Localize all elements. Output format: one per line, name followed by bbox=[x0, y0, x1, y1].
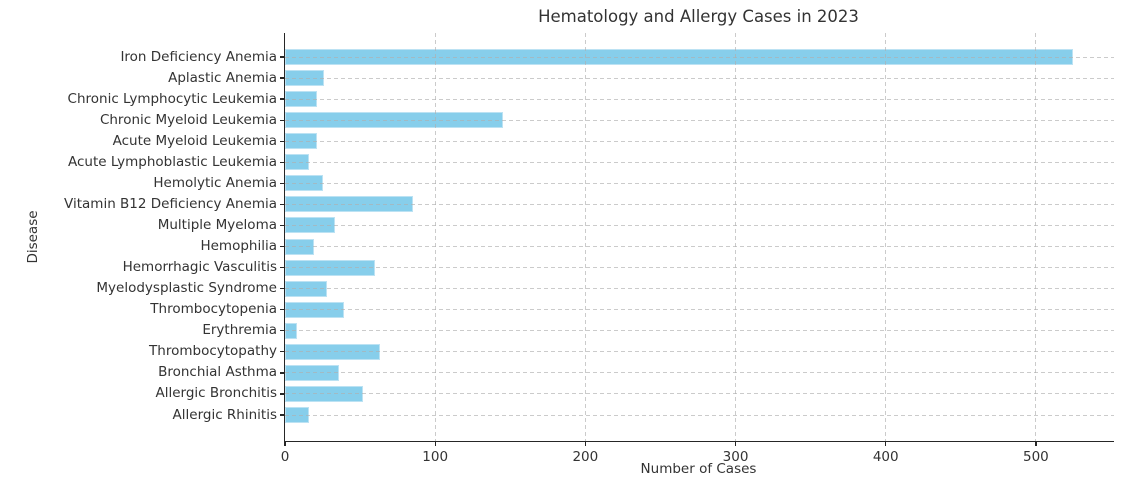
x-axis-label: Number of Cases bbox=[640, 461, 757, 477]
x-gridline bbox=[1035, 33, 1037, 441]
y-tick-label: Allergic Rhinitis bbox=[172, 406, 277, 423]
y-tick-label: Aplastic Anemia bbox=[168, 69, 277, 86]
y-tick-mark bbox=[279, 245, 284, 248]
y-tick-label: Hemolytic Anemia bbox=[153, 174, 277, 191]
y-tick-label: Multiple Myeloma bbox=[157, 216, 277, 233]
y-gridline bbox=[285, 309, 1114, 311]
x-tick-label: 0 bbox=[280, 449, 290, 465]
y-tick-label: Myelodysplastic Syndrome bbox=[96, 280, 277, 297]
y-tick-labels: Iron Deficiency Anemia Aplastic Anemia Chr… bbox=[0, 33, 277, 441]
y-tick-label: Bronchial Asthma bbox=[158, 364, 277, 381]
y-gridline bbox=[285, 330, 1114, 332]
y-tick-mark bbox=[279, 288, 284, 290]
y-tick-mark bbox=[279, 161, 284, 163]
y-gridline bbox=[285, 98, 1114, 100]
y-gridline bbox=[285, 161, 1114, 163]
y-tick-label: Chronic Lymphocytic Leukemia bbox=[67, 90, 277, 107]
x-tick-mark bbox=[434, 441, 436, 446]
y-gridline bbox=[285, 288, 1114, 290]
y-gridline bbox=[285, 393, 1114, 395]
y-tick-label: Thrombocytopathy bbox=[149, 343, 277, 360]
x-tick-label: 400 bbox=[872, 449, 899, 465]
x-tick-mark bbox=[284, 441, 286, 446]
y-gridline bbox=[285, 203, 1114, 205]
y-tick-mark bbox=[279, 224, 284, 227]
y-tick-label: Iron Deficiency Anemia bbox=[120, 48, 277, 65]
x-tick-mark bbox=[1035, 441, 1037, 446]
y-tick-label: Erythremia bbox=[202, 322, 277, 339]
y-tick-label: Hemophilia bbox=[200, 238, 277, 255]
y-tick-label: Chronic Myeloid Leukemia bbox=[99, 111, 277, 128]
y-tick-mark bbox=[279, 330, 284, 332]
x-gridline bbox=[434, 33, 436, 441]
y-tick-mark bbox=[279, 414, 284, 416]
y-gridline bbox=[285, 77, 1114, 79]
y-tick-mark bbox=[279, 309, 284, 311]
y-tick-mark bbox=[279, 393, 284, 395]
x-gridline bbox=[885, 33, 887, 441]
y-gridline bbox=[285, 246, 1114, 248]
y-tick-mark bbox=[279, 372, 284, 374]
y-gridline bbox=[285, 351, 1114, 353]
y-tick-label: Acute Myeloid Leukemia bbox=[112, 132, 277, 149]
x-tick-label: 300 bbox=[722, 449, 749, 465]
y-tick-label: Vitamin B12 Deficiency Anemia bbox=[64, 195, 277, 212]
x-gridline bbox=[735, 33, 737, 441]
y-gridline bbox=[285, 224, 1114, 226]
chart-title: Hematology and Allergy Cases in 2023 bbox=[538, 7, 859, 26]
y-tick-mark bbox=[279, 266, 284, 269]
y-gridline bbox=[285, 372, 1114, 374]
x-gridline bbox=[584, 33, 586, 441]
y-tick-label: Acute Lymphoblastic Leukemia bbox=[67, 153, 277, 170]
y-tick-mark bbox=[279, 182, 284, 184]
x-tick-mark bbox=[734, 441, 737, 446]
y-tick-mark bbox=[279, 140, 284, 142]
y-gridline bbox=[285, 414, 1114, 416]
y-tick-mark bbox=[279, 203, 284, 206]
y-gridline bbox=[285, 56, 1114, 58]
y-gridline bbox=[285, 119, 1114, 121]
y-gridline bbox=[285, 140, 1114, 142]
y-tick-mark bbox=[279, 77, 284, 79]
y-gridline bbox=[285, 267, 1114, 269]
y-gridline bbox=[285, 182, 1114, 184]
x-tick-mark bbox=[885, 441, 887, 446]
y-tick-mark bbox=[279, 56, 284, 58]
y-tick-label: Hemorrhagic Vasculitis bbox=[122, 259, 277, 276]
x-tick-mark bbox=[584, 441, 586, 446]
y-tick-label: Thrombocytopenia bbox=[150, 301, 277, 318]
y-tick-label: Allergic Bronchitis bbox=[155, 385, 277, 402]
y-tick-mark bbox=[279, 351, 284, 353]
plot-area: 0 100 200 300 400 500 bbox=[279, 33, 1114, 465]
x-tick-label: 200 bbox=[572, 449, 599, 465]
x-tick-label: 500 bbox=[1023, 449, 1049, 465]
x-tick-label: 100 bbox=[422, 449, 449, 465]
y-tick-mark bbox=[279, 119, 284, 121]
y-tick-mark bbox=[279, 98, 284, 100]
